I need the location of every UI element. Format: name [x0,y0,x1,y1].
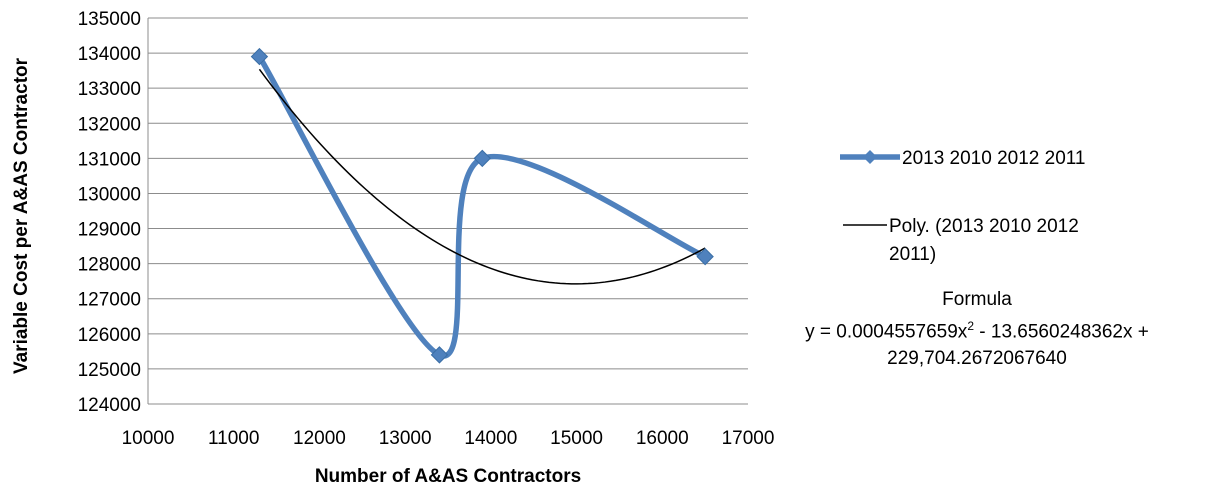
y-tick-label: 128000 [78,255,141,276]
y-axis-title: Variable Cost per A&AS Contractor [11,57,32,374]
y-tick-label: 132000 [78,114,141,135]
x-axis-title: Number of A&AS Contractors [315,466,581,487]
formula-equation-prefix: y = 0.0004557659x [805,321,968,343]
formula-annotation: Formula y = 0.0004557659x2 - 13.65602483… [752,286,1202,372]
y-tick-label: 130000 [78,184,141,205]
x-tick-label: 14000 [464,428,517,449]
x-tick-label: 15000 [550,428,603,449]
y-tick-label: 135000 [78,9,141,30]
series-layer [256,53,708,359]
data-point-marker [473,149,491,168]
gridlines [147,17,748,405]
formula-equation: y = 0.0004557659x2 - 13.6560248362x + [752,313,1202,345]
series-line [256,53,708,359]
y-tick-label: 124000 [78,395,141,416]
tick-labels: 124000 125000 126000 127000 128000 129000 1300… [78,9,775,449]
data-point-marker [250,47,269,66]
x-tick-label: 16000 [636,428,689,449]
x-tick-label: 10000 [122,428,175,449]
y-tick-label: 133000 [78,79,141,100]
legend-trendline-label: Poly. (2013 2010 2012 2011) [889,216,1079,265]
formula-exponent: 2 [967,319,974,333]
x-tick-label: 11000 [208,428,259,449]
formula-equation-line2: 229,704.2672067640 [887,348,1067,370]
x-tick-label: 17000 [722,428,775,449]
x-tick-label: 12000 [293,428,346,449]
y-tick-label: 127000 [78,290,141,311]
markers-layer [250,47,714,364]
formula-title: Formula [942,289,1012,310]
y-tick-label: 125000 [78,360,141,381]
legend-trendline-label-line: 2011) [889,244,936,265]
legend-series-marker [863,150,877,164]
legend-series-label: 2013 2010 2012 2011 [902,148,1086,169]
y-tick-label: 129000 [78,220,141,241]
x-tick-label: 13000 [379,428,432,449]
legend-trendline-label-line: Poly. (2013 2010 2012 [889,216,1079,237]
trendline-layer [258,68,706,285]
y-tick-label: 131000 [78,149,141,170]
formula-equation-suffix: - 13.6560248362x + [974,321,1149,343]
data-point-marker [430,346,449,364]
y-tick-label: 126000 [78,325,141,346]
trendline [258,68,706,285]
data-point-marker [696,247,714,266]
y-tick-label: 134000 [78,44,141,65]
legend: 2013 2010 2012 2011 Poly. (2013 2010 201… [840,148,1086,265]
